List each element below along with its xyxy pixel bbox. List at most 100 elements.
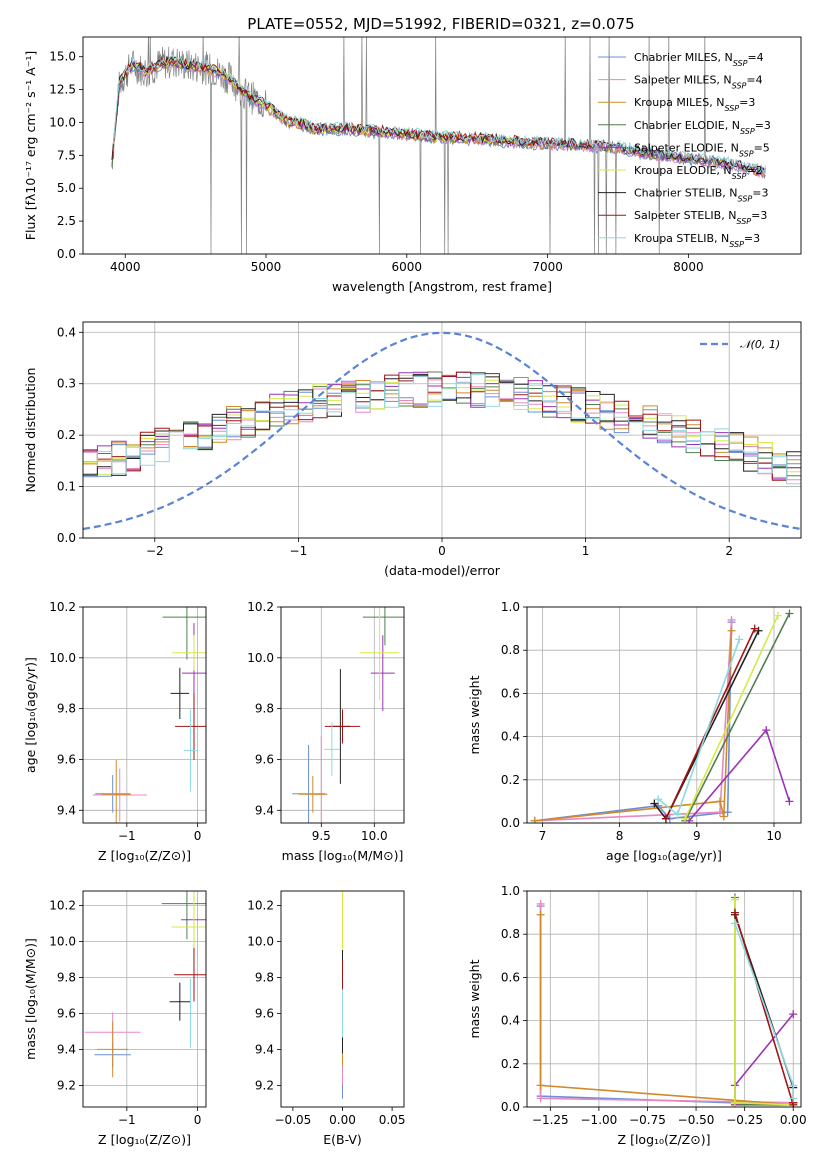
plot-area-mass-vs-Z — [84, 891, 206, 1078]
legend-entry: Kroupa MILES, NSSP=3 — [634, 96, 755, 113]
weight-line-kroupa-miles — [539, 914, 794, 1106]
histogram-salpeter-stelib — [83, 371, 801, 481]
legend-entry: Chabrier STELIB, NSSP=3 — [634, 187, 768, 204]
weight-marker — [536, 1094, 545, 1103]
x-tick-label: −0.50 — [678, 1113, 715, 1127]
y-tick-label: 9.4 — [57, 803, 76, 817]
y-tick-label: 10.0 — [247, 651, 274, 665]
x-tick-label: 4000 — [110, 260, 141, 274]
x-tick-label: 10 — [766, 829, 781, 843]
weight-marker — [661, 814, 670, 823]
y-tick-label: 0.6 — [501, 686, 520, 700]
weight-line-chabrier-miles — [534, 622, 733, 822]
weight-line-kroupa-elodie — [684, 615, 779, 820]
plot-area-weight-vs-Z — [536, 893, 798, 1107]
weight-marker — [530, 816, 539, 823]
x-axis-label: Z [log₁₀(Z/Z⊙)] — [98, 1132, 191, 1147]
weight-marker — [735, 635, 744, 644]
weight-marker — [723, 808, 732, 817]
weight-marker — [730, 919, 739, 928]
chart-mass-vs-Z: −1 0 9.2 9.4 9.6 9.8 10.0 10.2 Z [log₁₀(Z/Z⊙)] ma… — [23, 890, 207, 1147]
y-tick-label: 0.1 — [57, 480, 76, 494]
y-axis-label: age [log₁₀(age/yr)] — [23, 657, 38, 773]
chart-age-vs-Z: −1 0 9.4 9.6 9.8 10.0 10.2 Z [log₁₀(Z/Z⊙)] age [… — [23, 600, 207, 863]
x-tick-label: −1 — [118, 1113, 136, 1127]
x-tick-label: 5000 — [251, 260, 282, 274]
weight-marker — [730, 895, 739, 904]
y-tick-label: 0.4 — [501, 1014, 520, 1028]
y-tick-label: 9.8 — [57, 702, 76, 716]
axes-frame — [82, 321, 802, 539]
y-tick-label: 9.2 — [255, 1078, 274, 1092]
legend-entry: Salpeter MILES, NSSP=4 — [634, 74, 763, 91]
charts: 4000 5000 6000 7000 80000.02.55.07.510.012.5… — [23, 36, 807, 1147]
y-tick-label: 10.0 — [247, 934, 274, 948]
x-tick-label: 10.0 — [361, 829, 388, 843]
weight-line-salpeter-stelib — [734, 912, 794, 1106]
chart-weight-vs-age: 7 8 9 10 0.0 0.2 0.4 0.6 0.8 1.0 age [log₁₀(age/yr… — [467, 600, 802, 863]
plot-area-spectrum — [111, 37, 767, 254]
weight-marker — [536, 1081, 545, 1090]
weight-marker — [789, 1081, 798, 1090]
axes-frame — [526, 890, 802, 1108]
weight-marker — [536, 910, 545, 919]
weight-marker — [730, 908, 739, 917]
y-tick-label: 0.2 — [501, 1057, 520, 1071]
weight-marker — [681, 814, 690, 823]
weight-line-chabrier-miles — [539, 906, 794, 1106]
y-tick-label: 9.6 — [255, 752, 274, 766]
x-tick-label: −0.75 — [629, 1113, 666, 1127]
y-tick-label: 0.2 — [57, 428, 76, 442]
weight-marker — [673, 810, 682, 819]
y-tick-label: 10.2 — [247, 600, 274, 614]
x-tick-label: 2 — [725, 544, 733, 558]
x-tick-label: 1 — [582, 544, 590, 558]
plot-area-age-vs-Z — [92, 607, 206, 823]
y-tick-label: 0.8 — [501, 643, 520, 657]
y-tick-label: 1.0 — [501, 600, 520, 614]
x-tick-label: 0 — [194, 829, 202, 843]
x-tick-label: 8000 — [673, 260, 704, 274]
weight-marker — [785, 609, 794, 618]
legend-entry: Chabrier MILES, NSSP=4 — [634, 51, 764, 68]
plot-area-residuals — [83, 331, 801, 531]
weight-marker — [715, 797, 724, 806]
axes-frame — [280, 890, 405, 1108]
x-axis-label: E(B-V) — [323, 1132, 362, 1147]
axes-frame — [82, 890, 207, 1108]
axes-frame — [526, 606, 802, 824]
x-tick-label: 6000 — [392, 260, 423, 274]
chart-spectrum: 4000 5000 6000 7000 8000 0.0 2.5 5.0 7.5 10.0 12.5… — [23, 36, 802, 294]
y-tick-label: 0.8 — [501, 927, 520, 941]
y-tick-label: 10.0 — [49, 934, 76, 948]
weight-marker — [730, 1098, 739, 1107]
y-tick-label: 9.8 — [255, 970, 274, 984]
y-tick-label: 0.0 — [57, 531, 76, 545]
x-tick-label: 9.5 — [312, 829, 331, 843]
y-tick-label: 0.0 — [57, 247, 76, 261]
y-tick-label: 7.5 — [57, 148, 76, 162]
y-tick-label: 0.4 — [57, 325, 76, 339]
y-axis-label: Flux [fλ10⁻¹⁷ erg cm⁻² s⁻¹ A⁻¹] — [23, 51, 38, 240]
y-tick-label: 10.2 — [49, 600, 76, 614]
x-tick-label: −0.05 — [275, 1113, 312, 1127]
x-tick-label: 0 — [438, 544, 446, 558]
x-tick-label: −1.00 — [581, 1113, 618, 1127]
y-tick-label: 2.5 — [57, 214, 76, 228]
x-tick-label: 7 — [539, 829, 547, 843]
weight-marker — [785, 797, 794, 806]
y-tick-label: 9.8 — [57, 970, 76, 984]
axes-frame — [280, 606, 405, 824]
y-tick-label: 0.3 — [57, 377, 76, 391]
weight-marker — [789, 1010, 798, 1019]
legend-entry: Kroupa STELIB, NSSP=3 — [634, 232, 760, 249]
legend-entry: Chabrier ELODIE, NSSP=3 — [634, 119, 771, 136]
y-axis-label: mass [log₁₀(M/M⊙)] — [23, 938, 38, 1060]
plot-area-age-vs-mass — [292, 607, 404, 823]
normal-reference-curve — [83, 331, 801, 531]
y-tick-label: 9.4 — [255, 803, 274, 817]
y-tick-label: 0.0 — [501, 816, 520, 830]
plot-area-weight-vs-age — [530, 609, 794, 823]
model-spectrum-kroupa-stelib — [112, 54, 767, 174]
